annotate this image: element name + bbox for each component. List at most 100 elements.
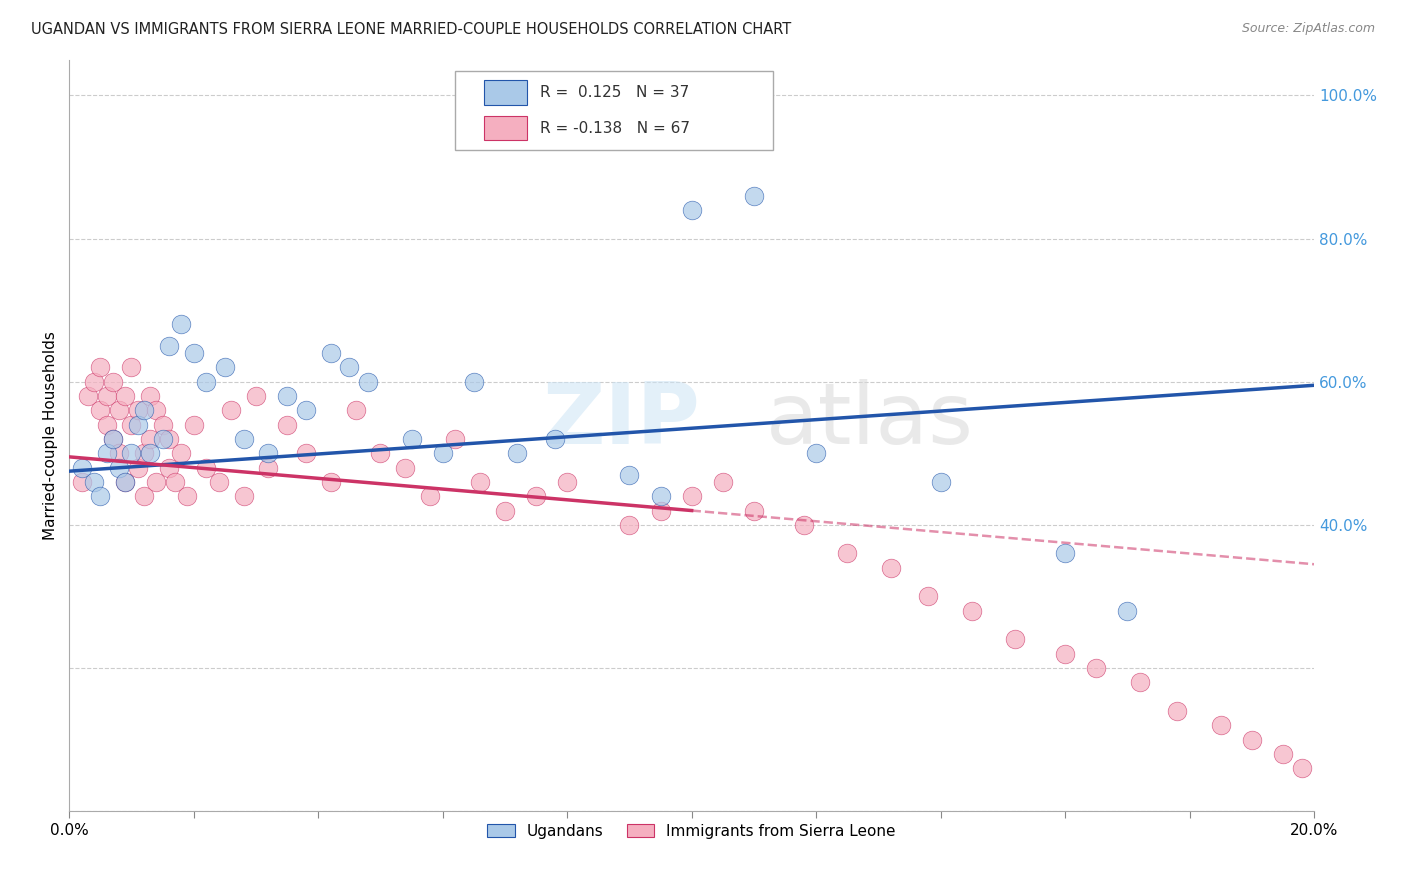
Point xyxy=(157,460,180,475)
Point xyxy=(276,417,298,432)
Point xyxy=(742,503,765,517)
Point xyxy=(132,489,155,503)
Point xyxy=(917,590,939,604)
Point xyxy=(619,467,641,482)
Point xyxy=(257,460,280,475)
Point xyxy=(114,475,136,489)
Text: R =  0.125   N = 37: R = 0.125 N = 37 xyxy=(540,85,689,100)
Bar xyxy=(484,80,527,104)
Point xyxy=(544,432,567,446)
Point xyxy=(1291,761,1313,775)
Point xyxy=(101,375,124,389)
Point xyxy=(70,460,93,475)
Point xyxy=(257,446,280,460)
Point xyxy=(108,403,131,417)
Text: Source: ZipAtlas.com: Source: ZipAtlas.com xyxy=(1241,22,1375,36)
Point xyxy=(219,403,242,417)
FancyBboxPatch shape xyxy=(456,70,772,150)
Point xyxy=(183,346,205,360)
Point xyxy=(619,517,641,532)
Point xyxy=(245,389,267,403)
Point xyxy=(77,389,100,403)
Point xyxy=(89,489,111,503)
Point xyxy=(804,446,827,460)
Point xyxy=(214,360,236,375)
Point xyxy=(337,360,360,375)
Point xyxy=(232,489,254,503)
Bar xyxy=(484,116,527,140)
Text: atlas: atlas xyxy=(766,379,974,462)
Point xyxy=(650,503,672,517)
Point xyxy=(1004,632,1026,647)
Point xyxy=(232,432,254,446)
Point xyxy=(276,389,298,403)
Point xyxy=(1054,647,1077,661)
Point xyxy=(145,475,167,489)
Point xyxy=(101,432,124,446)
Point xyxy=(152,417,174,432)
Point xyxy=(468,475,491,489)
Point xyxy=(294,446,316,460)
Point xyxy=(145,403,167,417)
Point xyxy=(370,446,392,460)
Point xyxy=(127,460,149,475)
Point xyxy=(176,489,198,503)
Legend: Ugandans, Immigrants from Sierra Leone: Ugandans, Immigrants from Sierra Leone xyxy=(481,818,903,845)
Point xyxy=(294,403,316,417)
Point xyxy=(207,475,229,489)
Point xyxy=(121,360,143,375)
Text: UGANDAN VS IMMIGRANTS FROM SIERRA LEONE MARRIED-COUPLE HOUSEHOLDS CORRELATION CH: UGANDAN VS IMMIGRANTS FROM SIERRA LEONE … xyxy=(31,22,792,37)
Point xyxy=(357,375,380,389)
Point xyxy=(152,432,174,446)
Point xyxy=(837,547,859,561)
Point xyxy=(1116,604,1139,618)
Point xyxy=(114,389,136,403)
Point xyxy=(444,432,467,446)
Point xyxy=(157,432,180,446)
Point xyxy=(127,417,149,432)
Point xyxy=(170,318,193,332)
Point xyxy=(170,446,193,460)
Y-axis label: Married-couple Households: Married-couple Households xyxy=(44,331,58,540)
Point xyxy=(183,417,205,432)
Point xyxy=(1166,704,1188,718)
Point xyxy=(494,503,516,517)
Point xyxy=(929,475,952,489)
Point xyxy=(711,475,734,489)
Point xyxy=(742,188,765,202)
Point xyxy=(1271,747,1294,761)
Point xyxy=(1240,732,1263,747)
Point xyxy=(681,489,703,503)
Point xyxy=(506,446,529,460)
Point xyxy=(1209,718,1232,732)
Point xyxy=(96,446,118,460)
Point xyxy=(127,403,149,417)
Point xyxy=(524,489,547,503)
Point xyxy=(1085,661,1108,675)
Point xyxy=(121,446,143,460)
Point xyxy=(195,460,218,475)
Point xyxy=(401,432,423,446)
Point xyxy=(89,403,111,417)
Point xyxy=(70,475,93,489)
Point xyxy=(139,432,162,446)
Point xyxy=(108,460,131,475)
Point xyxy=(96,417,118,432)
Point xyxy=(1129,675,1152,690)
Point xyxy=(121,417,143,432)
Point xyxy=(101,432,124,446)
Point xyxy=(132,446,155,460)
Point xyxy=(555,475,578,489)
Point xyxy=(432,446,454,460)
Point xyxy=(319,475,342,489)
Point xyxy=(419,489,441,503)
Point xyxy=(114,475,136,489)
Point xyxy=(960,604,983,618)
Point xyxy=(195,375,218,389)
Point xyxy=(83,475,105,489)
Point xyxy=(793,517,815,532)
Point xyxy=(139,446,162,460)
Point xyxy=(463,375,485,389)
Point xyxy=(83,375,105,389)
Point xyxy=(89,360,111,375)
